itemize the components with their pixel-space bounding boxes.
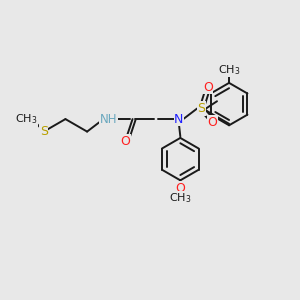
- Text: S: S: [197, 102, 206, 115]
- Text: O: O: [120, 135, 130, 148]
- Text: NH: NH: [100, 112, 118, 126]
- Text: N: N: [174, 112, 184, 126]
- Text: S: S: [40, 125, 48, 138]
- Text: O: O: [207, 116, 217, 129]
- Text: CH$_3$: CH$_3$: [15, 112, 38, 126]
- Text: CH$_3$: CH$_3$: [218, 63, 240, 76]
- Text: CH$_3$: CH$_3$: [169, 191, 192, 205]
- Text: O: O: [203, 81, 213, 94]
- Text: O: O: [176, 182, 185, 195]
